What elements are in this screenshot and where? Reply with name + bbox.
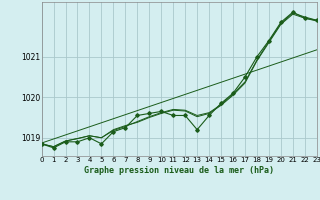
X-axis label: Graphe pression niveau de la mer (hPa): Graphe pression niveau de la mer (hPa) (84, 166, 274, 175)
